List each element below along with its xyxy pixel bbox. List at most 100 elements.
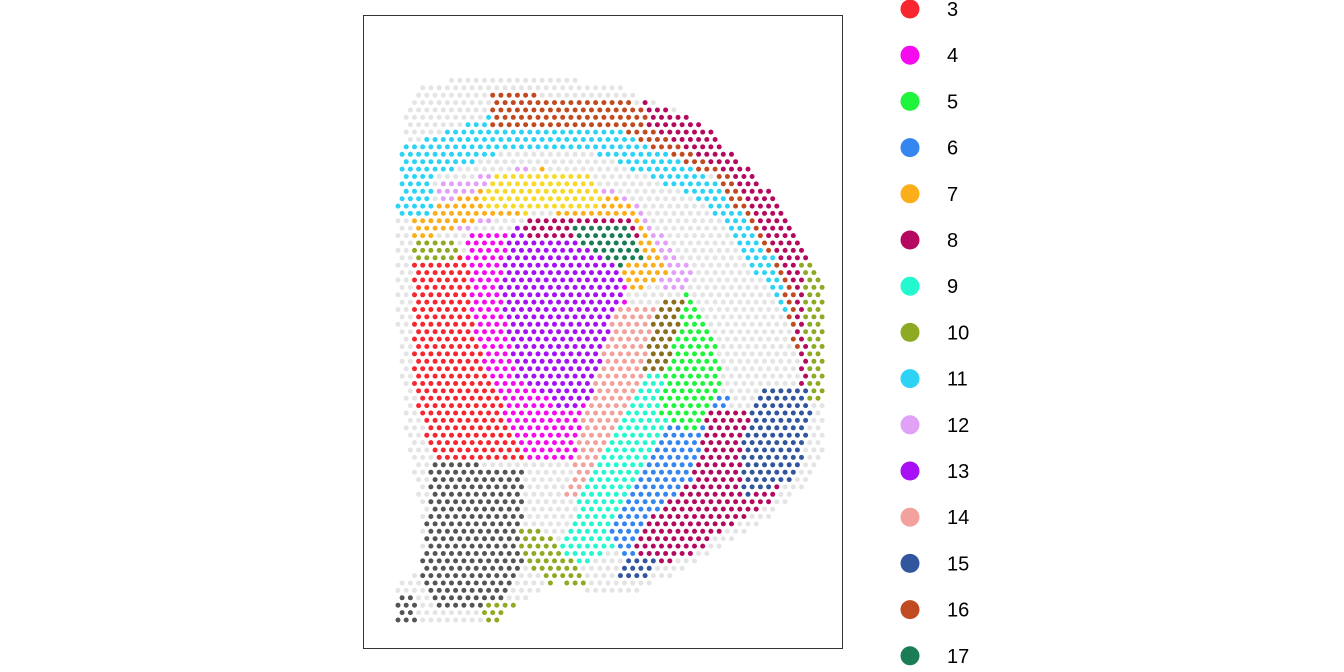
data-spot <box>403 188 409 194</box>
data-spot <box>786 270 792 276</box>
data-spot <box>580 240 586 246</box>
data-spot <box>737 225 743 231</box>
data-spot <box>766 381 772 386</box>
data-spot <box>473 122 479 128</box>
data-spot <box>638 373 644 379</box>
data-spot <box>762 373 767 379</box>
data-spot <box>457 299 463 305</box>
data-spot <box>453 381 459 386</box>
data-spot <box>432 314 438 320</box>
data-spot <box>440 403 446 409</box>
data-spot <box>407 344 413 349</box>
data-spot <box>712 447 718 453</box>
data-spot <box>572 77 578 83</box>
data-spot <box>407 284 413 290</box>
data-spot <box>638 358 644 364</box>
data-spot <box>679 477 685 483</box>
data-spot <box>494 514 500 519</box>
data-spot <box>576 114 582 120</box>
data-spot <box>399 240 405 246</box>
data-spot <box>449 536 454 542</box>
data-spot <box>407 403 413 409</box>
data-spot <box>465 491 471 497</box>
data-spot <box>412 247 417 253</box>
data-spot <box>807 307 813 312</box>
data-spot <box>576 174 582 179</box>
data-spot <box>654 225 660 231</box>
data-spot <box>461 381 467 386</box>
data-spot <box>679 536 685 542</box>
data-spot <box>523 299 529 305</box>
data-spot <box>531 196 537 202</box>
data-spot <box>539 491 545 497</box>
data-spot <box>687 388 693 394</box>
data-spot <box>712 210 718 216</box>
data-spot <box>679 417 685 423</box>
data-spot <box>807 336 813 342</box>
data-spot <box>552 277 557 283</box>
data-spot <box>609 188 615 194</box>
data-spot <box>502 321 508 327</box>
data-spot <box>720 432 726 438</box>
data-spot <box>716 469 722 475</box>
data-spot <box>630 314 636 320</box>
data-spot <box>794 403 800 409</box>
data-spot <box>477 395 483 401</box>
data-spot <box>778 299 784 305</box>
data-spot <box>477 321 483 327</box>
data-spot <box>675 514 681 519</box>
data-spot <box>531 137 537 142</box>
data-spot <box>630 196 636 202</box>
data-spot <box>584 351 590 357</box>
data-spot <box>663 210 669 216</box>
data-spot <box>568 514 574 519</box>
data-spot <box>465 403 471 409</box>
data-spot <box>420 514 426 519</box>
data-spot <box>568 114 574 120</box>
data-spot <box>552 410 557 416</box>
data-spot <box>580 151 586 157</box>
data-spot <box>498 373 504 379</box>
data-spot <box>659 292 664 298</box>
data-spot <box>416 122 422 128</box>
data-spot <box>671 210 677 216</box>
data-spot <box>444 262 450 268</box>
data-spot <box>774 395 780 401</box>
data-spot <box>663 373 669 379</box>
data-spot <box>407 166 413 172</box>
data-spot <box>609 514 615 519</box>
data-spot <box>675 203 681 209</box>
data-spot <box>519 366 524 372</box>
data-spot <box>609 484 615 490</box>
data-spot <box>819 373 825 379</box>
data-spot <box>807 381 813 386</box>
data-spot <box>490 388 496 394</box>
data-spot <box>564 565 570 571</box>
data-spot <box>749 499 755 505</box>
data-spot <box>605 462 611 468</box>
data-spot <box>584 410 590 416</box>
data-spot <box>626 499 632 505</box>
data-spot <box>547 432 553 438</box>
data-spot <box>679 137 685 142</box>
data-spot <box>745 284 751 290</box>
data-spot <box>622 477 627 483</box>
data-spot <box>564 344 570 349</box>
data-spot <box>745 506 751 512</box>
data-spot <box>510 587 516 593</box>
data-spot <box>708 159 714 165</box>
data-spot <box>605 417 611 423</box>
data-spot <box>724 277 730 283</box>
data-spot <box>753 417 759 423</box>
data-spot <box>407 447 413 453</box>
data-spot <box>523 284 529 290</box>
data-spot <box>506 344 512 349</box>
data-spot <box>671 551 677 556</box>
data-spot <box>412 395 417 401</box>
data-spot <box>584 188 590 194</box>
data-spot <box>675 528 681 534</box>
data-spot <box>687 447 693 453</box>
data-spot <box>412 277 417 283</box>
data-spot <box>477 587 483 593</box>
data-spot <box>605 210 611 216</box>
